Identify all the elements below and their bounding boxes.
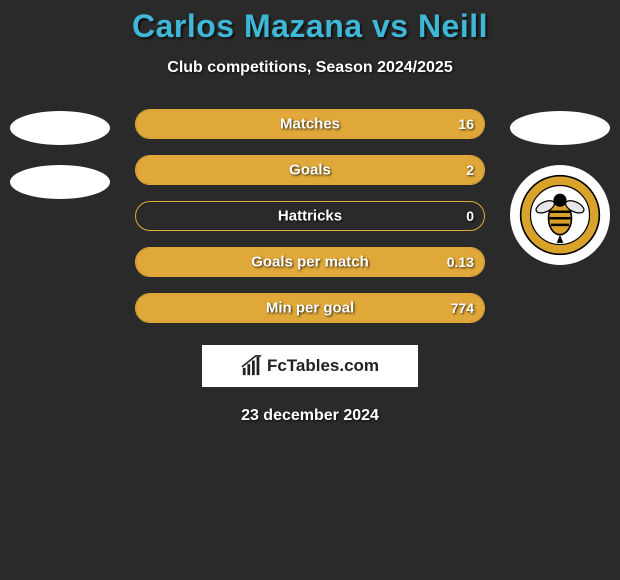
- stat-value-right: 774: [451, 300, 474, 316]
- stat-label: Matches: [280, 116, 340, 133]
- brand-box[interactable]: FcTables.com: [202, 345, 418, 387]
- stat-bar: Min per goal 774: [135, 293, 485, 323]
- stat-bars: Matches 16 Goals 2 Hattricks 0 Goals per match…: [135, 109, 485, 323]
- stat-bar: Matches 16: [135, 109, 485, 139]
- page-title: Carlos Mazana vs Neill: [0, 8, 620, 45]
- stat-bar: Goals per match 0.13: [135, 247, 485, 277]
- stat-label: Goals: [289, 162, 331, 179]
- subtitle: Club competitions, Season 2024/2025: [0, 59, 620, 77]
- stat-bar: Goals 2: [135, 155, 485, 185]
- comparison-card: Carlos Mazana vs Neill Club competitions…: [0, 0, 620, 425]
- stat-label: Hattricks: [278, 208, 342, 225]
- right-badge-column: [510, 111, 610, 265]
- left-badge-column: [10, 111, 110, 199]
- brand-text: FcTables.com: [267, 356, 379, 376]
- stat-label: Min per goal: [266, 300, 354, 317]
- alloa-athletic-crest-icon: [519, 174, 601, 256]
- date-line: 23 december 2024: [0, 407, 620, 425]
- player1-club-placeholder: [10, 165, 110, 199]
- stat-value-right: 2: [466, 162, 474, 178]
- stat-label: Goals per match: [251, 254, 369, 271]
- chart-icon: [241, 355, 263, 377]
- stat-value-right: 0.13: [447, 254, 474, 270]
- stat-value-right: 16: [458, 116, 474, 132]
- player2-badge-placeholder: [510, 111, 610, 145]
- stat-value-right: 0: [466, 208, 474, 224]
- player2-club-badge: [510, 165, 610, 265]
- stats-area: Matches 16 Goals 2 Hattricks 0 Goals per match…: [0, 109, 620, 323]
- player1-badge-placeholder: [10, 111, 110, 145]
- stat-bar: Hattricks 0: [135, 201, 485, 231]
